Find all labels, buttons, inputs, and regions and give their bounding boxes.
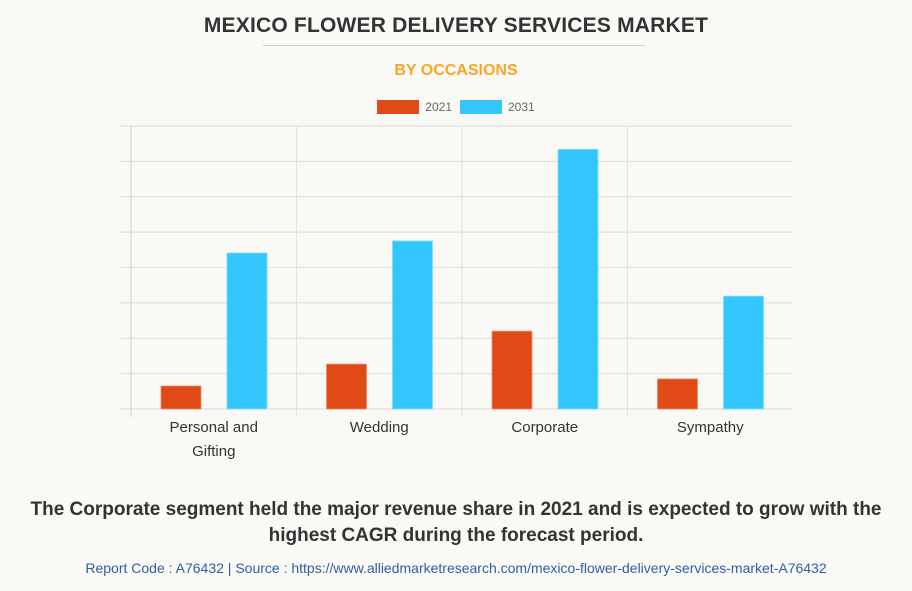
source-footer[interactable]: Report Code : A76432 | Source : https://… [85, 560, 827, 576]
bar-2021-personal-and-gifting [160, 385, 202, 410]
title-divider [263, 45, 645, 46]
gridlines [120, 125, 793, 417]
bar-2031-wedding [392, 240, 433, 410]
bar-2021-sympathy [657, 378, 698, 410]
legend: 2021 2031 [0, 100, 912, 114]
bar-2031-corporate [557, 148, 599, 410]
chart-title: MEXICO FLOWER DELIVERY SERVICES MARKET [203, 14, 709, 37]
legend-item-2021[interactable]: 2021 [377, 100, 452, 114]
bar-2021-wedding [326, 363, 367, 410]
bar-2031-sympathy [723, 295, 764, 410]
bar-chart: Personal and Gifting Wedding Corporate Sympa… [120, 125, 793, 460]
chart-subtitle: BY OCCASIONS [394, 62, 518, 79]
summary-text: The Corporate segment held the major rev… [30, 499, 882, 546]
legend-label-2031: 2031 [508, 100, 535, 114]
bar-2021-corporate [491, 330, 533, 410]
x-tick-label: Corporate [511, 419, 578, 436]
x-tick-label: Personal and [170, 419, 258, 436]
x-tick-label: Wedding [350, 419, 409, 436]
legend-item-2031[interactable]: 2031 [460, 100, 535, 114]
bars [160, 148, 764, 410]
legend-label-2021: 2021 [425, 100, 452, 114]
legend-swatch-2031 [460, 100, 502, 114]
bar-2031-personal-and-gifting [226, 252, 268, 410]
x-axis-labels: Personal and Gifting Wedding Corporate Sympa… [170, 419, 745, 460]
legend-swatch-2021 [377, 100, 420, 114]
x-tick-label: Sympathy [677, 419, 744, 436]
x-tick-label: Gifting [192, 443, 235, 460]
